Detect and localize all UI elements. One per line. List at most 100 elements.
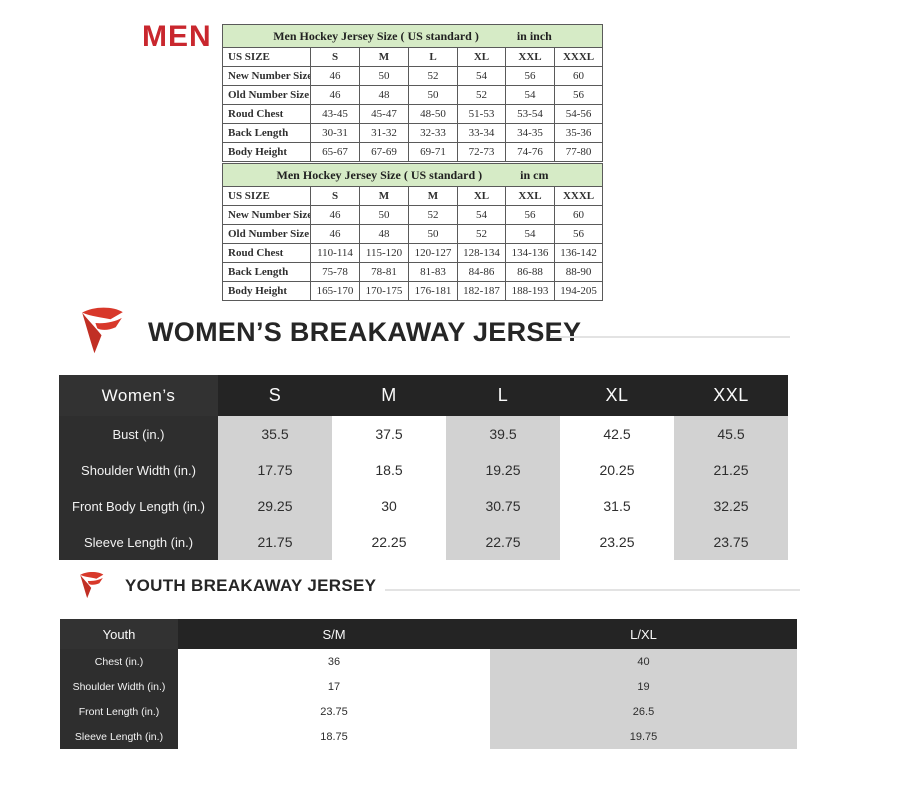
men-size-cell: 56 [505, 205, 555, 225]
men-size-cell: 52 [408, 205, 458, 225]
men-table-header-label: US SIZE [222, 47, 311, 67]
men-size-cell: 50 [408, 85, 458, 105]
size-cell: 30 [332, 488, 446, 524]
fanatics-f-logo-icon [78, 306, 126, 358]
men-size-cell: 86-88 [505, 262, 555, 282]
men-size-cell: 53-54 [505, 104, 555, 124]
row-label: Shoulder Width (in.) [59, 452, 218, 488]
table-row: Bust (in.) 35.5 37.5 39.5 42.5 45.5 [59, 416, 788, 452]
men-size-header: M [359, 186, 409, 206]
men-size-cell: 50 [359, 66, 409, 86]
row-label: Sleeve Length (in.) [60, 724, 178, 749]
men-size-cell: 54 [505, 224, 555, 244]
men-size-cell: 34-35 [505, 123, 555, 143]
size-column-header: M [332, 375, 446, 416]
men-size-cell: 46 [310, 224, 360, 244]
men-size-header: XXXL [553, 186, 604, 206]
row-label: Chest (in.) [60, 649, 178, 674]
men-size-header: S [310, 47, 360, 67]
men-size-cell: 46 [310, 66, 360, 86]
size-cell: 22.25 [332, 524, 446, 560]
size-column-header: XL [560, 375, 674, 416]
size-cell: 19 [490, 674, 797, 699]
men-row-label: Body Height [222, 281, 311, 301]
men-size-cell: 78-81 [359, 262, 409, 282]
size-column-header: S/M [178, 619, 490, 649]
men-table-title-cell: Men Hockey Jersey Size ( US standard ) in… [221, 24, 604, 48]
men-size-table-cm: Men Hockey Jersey Size ( US standard ) in… [221, 163, 604, 301]
men-size-cell: 67-69 [359, 142, 409, 162]
table-row: Front Length (in.) 23.75 26.5 [60, 699, 797, 724]
men-size-cell: 110-114 [310, 243, 360, 263]
men-table-row: Back Length 30-31 31-32 32-33 33-34 34-35 35-3… [222, 123, 604, 143]
table-header-label: Women’s [59, 375, 218, 416]
men-row-label: New Number Size [222, 66, 311, 86]
size-cell: 29.25 [218, 488, 332, 524]
youth-section-header: YOUTH BREAKAWAY JERSEY [78, 571, 376, 601]
size-cell: 37.5 [332, 416, 446, 452]
men-table-header-label: US SIZE [222, 186, 311, 206]
men-size-header: XL [457, 186, 506, 206]
men-size-cell: 51-53 [457, 104, 506, 124]
men-table-header-row: US SIZE S M L XL XXL XXXL [222, 47, 604, 67]
men-size-cell: 74-76 [505, 142, 555, 162]
youth-section-title: YOUTH BREAKAWAY JERSEY [125, 576, 377, 595]
men-size-cell: 48 [359, 85, 409, 105]
size-cell: 21.75 [218, 524, 332, 560]
men-size-cell: 32-33 [408, 123, 458, 143]
men-size-cell: 128-134 [457, 243, 506, 263]
men-table-row: Roud Chest 43-45 45-47 48-50 51-53 53-54 54-56 [222, 104, 604, 124]
size-cell: 18.5 [332, 452, 446, 488]
men-size-cell: 54 [457, 205, 506, 225]
men-size-cell: 54 [457, 66, 506, 86]
men-size-cell: 54 [505, 85, 555, 105]
men-table-row: Roud Chest 110-114 115-120 120-127 128-134 13… [222, 243, 604, 263]
size-column-header: L/XL [490, 619, 797, 649]
men-row-label: Old Number Size [222, 224, 311, 244]
men-size-cell: 75-78 [310, 262, 360, 282]
men-size-cell: 35-36 [553, 123, 604, 143]
men-table-row: Old Number Size 46 48 50 52 54 56 [222, 224, 604, 244]
women-divider-line [550, 336, 790, 338]
table-row: Sleeve Length (in.) 18.75 19.75 [60, 724, 797, 749]
men-table-unit: in cm [520, 167, 549, 182]
men-size-cell: 46 [310, 85, 360, 105]
men-size-cell: 52 [457, 85, 506, 105]
men-size-cell: 81-83 [408, 262, 458, 282]
table-row: Front Body Length (in.) 29.25 30 30.75 31.5 3… [59, 488, 788, 524]
men-table-title-cell: Men Hockey Jersey Size ( US standard ) in… [221, 163, 604, 187]
men-size-cell: 45-47 [359, 104, 409, 124]
table-row: Chest (in.) 36 40 [60, 649, 797, 674]
men-size-cell: 194-205 [553, 281, 604, 301]
men-size-cell: 120-127 [408, 243, 458, 263]
size-cell: 32.25 [674, 488, 788, 524]
table-header-label: Youth [60, 619, 178, 649]
size-cell: 18.75 [178, 724, 490, 749]
row-label: Shoulder Width (in.) [60, 674, 178, 699]
men-row-label: Roud Chest [222, 104, 311, 124]
men-table-row: New Number Size 46 50 52 54 56 60 [222, 66, 604, 86]
men-size-cell: 33-34 [457, 123, 506, 143]
men-table-title-row: Men Hockey Jersey Size ( US standard ) in… [221, 24, 604, 48]
size-column-header: XXL [674, 375, 788, 416]
size-cell: 42.5 [560, 416, 674, 452]
size-cell: 22.75 [446, 524, 560, 560]
men-size-cell: 88-90 [553, 262, 604, 282]
men-size-cell: 188-193 [505, 281, 555, 301]
men-size-cell: 52 [457, 224, 506, 244]
men-row-label: Back Length [222, 123, 311, 143]
men-size-cell: 115-120 [359, 243, 409, 263]
size-column-header: S [218, 375, 332, 416]
men-size-cell: 52 [408, 66, 458, 86]
men-size-cell: 43-45 [310, 104, 360, 124]
row-label: Bust (in.) [59, 416, 218, 452]
men-row-label: Body Height [222, 142, 311, 162]
table-row: Sleeve Length (in.) 21.75 22.25 22.75 23.25 2… [59, 524, 788, 560]
size-cell: 23.75 [178, 699, 490, 724]
men-size-cell: 31-32 [359, 123, 409, 143]
men-size-cell: 60 [553, 205, 604, 225]
men-row-label: New Number Size [222, 205, 311, 225]
size-cell: 20.25 [560, 452, 674, 488]
men-size-cell: 46 [310, 205, 360, 225]
